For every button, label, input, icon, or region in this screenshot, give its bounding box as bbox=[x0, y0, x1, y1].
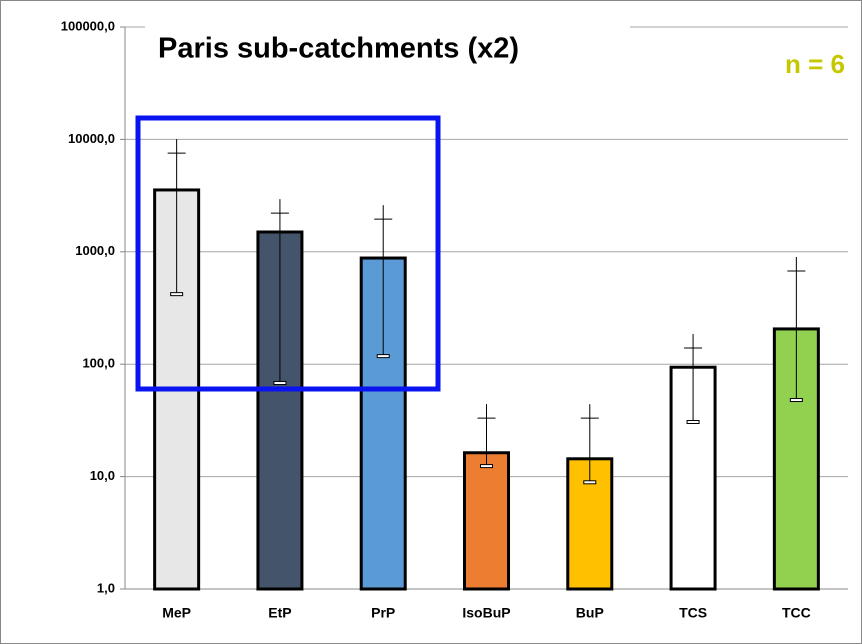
x-tick-label: IsoBuP bbox=[462, 605, 510, 621]
x-tick-label: TCS bbox=[679, 605, 707, 621]
error-cap-lower bbox=[789, 398, 803, 403]
title-box bbox=[145, 15, 630, 79]
y-tick-label: 10,0 bbox=[90, 468, 115, 483]
x-tick-label: EtP bbox=[268, 605, 291, 621]
bar bbox=[566, 457, 614, 591]
error-cap-lower bbox=[273, 381, 287, 386]
y-tick-label: 1000,0 bbox=[75, 243, 115, 258]
x-tick-label: MeP bbox=[162, 605, 191, 621]
annotation: n = 6 bbox=[785, 49, 845, 79]
x-tick-label: TCC bbox=[782, 605, 811, 621]
bar bbox=[463, 451, 510, 591]
highlight-box bbox=[135, 115, 441, 392]
error-cap-lower bbox=[583, 480, 597, 485]
y-tick-label: 100,0 bbox=[82, 356, 115, 371]
y-tick-label: 100000,0 bbox=[61, 18, 115, 33]
error-cap-lower bbox=[686, 420, 700, 425]
x-tick-label: PrP bbox=[371, 605, 395, 621]
x-tick-label: BuP bbox=[576, 605, 604, 621]
error-cap-lower bbox=[376, 354, 390, 359]
chart-title: Paris sub-catchments (x2) bbox=[158, 33, 519, 65]
error-cap-lower bbox=[170, 292, 184, 297]
y-tick-label: 1,0 bbox=[97, 580, 115, 595]
error-cap-lower bbox=[480, 464, 493, 469]
y-tick-label: 10000,0 bbox=[68, 131, 115, 146]
